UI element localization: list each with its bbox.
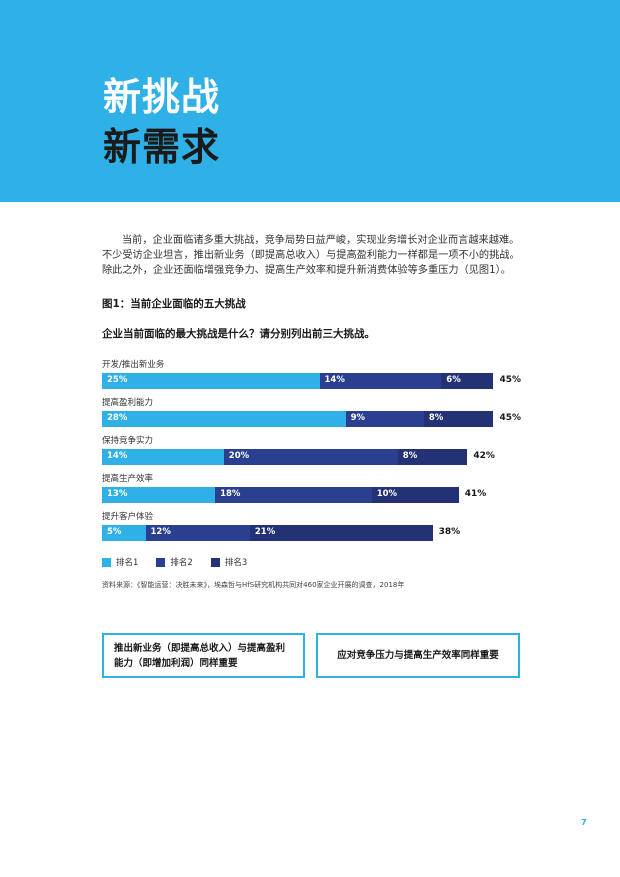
intro-paragraph: 当前，企业面临诸多重大挑战，竞争局势日益严峻，实现业务增长对企业而言越来越难。不… [102, 233, 522, 278]
bar-segment-rank1 [102, 373, 320, 389]
data-label: 13% [107, 489, 128, 499]
data-label: 18% [220, 489, 241, 499]
data-label: 6% [446, 375, 461, 385]
bar-segment-rank2 [223, 449, 398, 465]
legend-swatch-rank3 [210, 557, 220, 567]
callout-box-competition-efficiency: 应对竞争压力与提高生产效率同样重要 [316, 633, 520, 678]
intro-text: 当前，企业面临诸多重大挑战，竞争局势日益严峻，实现业务增长对企业而言越来越难。不… [102, 235, 520, 276]
bar-segment-rank2 [145, 525, 250, 541]
total-label: 45% [499, 375, 522, 385]
callout-text-1: 推出新业务（即提高总收入）与提高盈利能力（即增加利润）同样重要 [114, 642, 286, 669]
legend-label-rank2: 排名2 [170, 558, 193, 568]
data-label: 8% [428, 413, 444, 423]
bar-segment-rank3 [423, 411, 494, 427]
category-label: 提升客户体验 [102, 512, 154, 522]
total-label: 38% [438, 527, 461, 537]
data-label: 25% [107, 375, 128, 385]
callout-text-2: 应对竞争压力与提高生产效率同样重要 [337, 650, 499, 661]
data-label: 8% [402, 451, 418, 461]
data-label: 14% [107, 451, 128, 461]
data-label: 10% [376, 489, 398, 499]
category-label: 保持竞争实力 [102, 436, 154, 446]
page-title-line2: 新需求 [103, 125, 221, 169]
header-band [0, 0, 620, 202]
data-label: 28% [107, 413, 128, 423]
chart-legend: 排名1 排名2 排名3 [102, 556, 265, 568]
bar-segment-rank2 [345, 411, 424, 427]
category-label: 开发/推出新业务 [102, 360, 165, 370]
legend-item-rank1: 排名1 [102, 556, 138, 568]
category-label: 提高生产效率 [102, 474, 154, 484]
page-title-line1: 新挑战 [103, 75, 221, 119]
bar-segment-rank2 [215, 487, 372, 503]
survey-question: 企业当前面临的最大挑战是什么？请分别列出前三大挑战。 [102, 328, 375, 340]
bar-segment-rank1 [102, 525, 146, 541]
legend-item-rank3: 排名3 [210, 556, 248, 568]
legend-item-rank2: 排名2 [156, 556, 193, 568]
bar-segment-rank3 [441, 373, 494, 389]
bar-segment-rank1 [102, 449, 224, 465]
data-label: 5% [107, 527, 122, 537]
total-label: 45% [499, 413, 522, 423]
data-label: 9% [350, 413, 366, 423]
callout-box-revenue-profit: 推出新业务（即提高总收入）与提高盈利能力（即增加利润）同样重要 [102, 633, 305, 678]
legend-swatch-rank1 [102, 557, 111, 567]
category-label: 提高盈利能力 [102, 398, 154, 408]
source-note: 资料来源：《智能运营：决胜未来》，埃森哲与HfS研究机构共同对460家企业开展的… [102, 581, 405, 589]
total-label: 42% [473, 451, 495, 461]
total-label: 41% [464, 489, 487, 499]
bar-segment-rank3 [249, 525, 433, 541]
data-label: 21% [254, 527, 276, 537]
legend-swatch-rank2 [156, 557, 166, 567]
bar-segment-rank3 [371, 487, 459, 503]
figure-title: 图1：当前企业面临的五大挑战 [102, 298, 246, 310]
legend-label-rank3: 排名3 [224, 558, 248, 568]
bar-segment-rank2 [319, 373, 442, 389]
bar-segment-rank3 [397, 449, 468, 465]
bar-segment-rank1 [102, 411, 346, 427]
data-label: 14% [324, 375, 345, 385]
data-label: 12% [150, 527, 171, 537]
bar-segment-rank1 [102, 487, 216, 503]
legend-label-rank1: 排名1 [116, 558, 139, 568]
page-number: 7 [581, 818, 587, 827]
data-label: 20% [228, 451, 250, 461]
